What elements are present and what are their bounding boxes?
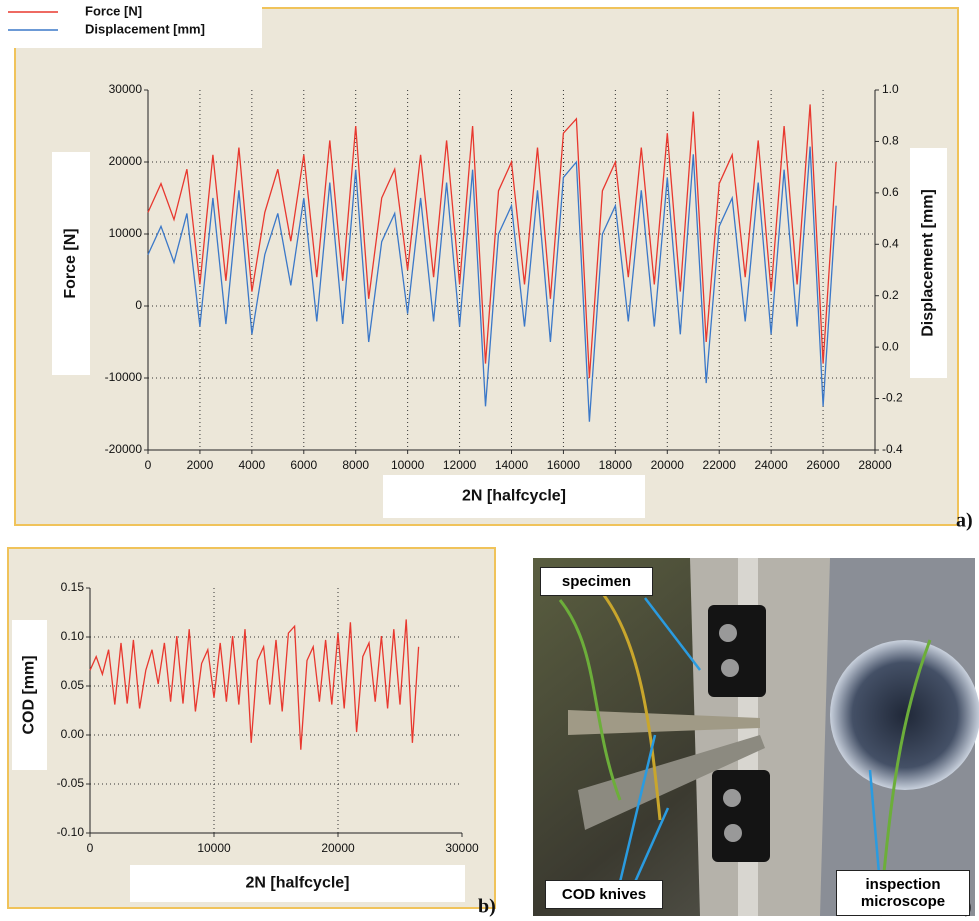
y2-tick-label: 0.4 [882, 236, 899, 250]
wire [558, 599, 622, 801]
y-tick-label: 0.05 [61, 678, 85, 692]
arrow [644, 597, 701, 671]
y-axis-label: Force [N] [62, 228, 79, 298]
x-tick-label: 8000 [342, 458, 369, 472]
y2-tick-label: 0.2 [882, 288, 899, 302]
x-tick-label: 2000 [187, 458, 214, 472]
arrow [618, 734, 657, 883]
y2-tick-label: 0.6 [882, 185, 899, 199]
photo-label: COD knives [545, 880, 663, 909]
data-line [89, 619, 420, 750]
x-tick-label: 20000 [651, 458, 685, 472]
x-tick-label: 0 [145, 458, 152, 472]
y-tick-label: -0.10 [57, 825, 85, 839]
y2-tick-label: 0.0 [882, 339, 899, 353]
y-tick-label: -20000 [105, 442, 143, 456]
y-tick-label: 10000 [109, 226, 143, 240]
panel-label: b) [478, 896, 496, 918]
x-tick-label: 18000 [599, 458, 633, 472]
y-tick-label: 0.10 [61, 629, 85, 643]
knife [578, 735, 765, 830]
bolt [723, 789, 741, 807]
y2-label-box [910, 148, 947, 378]
legend-label: Force [N] [85, 3, 142, 18]
x-axis-label: 2N [halfcycle] [245, 875, 349, 892]
bolt [724, 824, 742, 842]
x-tick-label: 26000 [806, 458, 840, 472]
y-tick-label: -10000 [105, 370, 143, 384]
y2-tick-label: 1.0 [882, 82, 899, 96]
y-tick-label: 20000 [109, 154, 143, 168]
data-line [147, 146, 837, 422]
y-axis-label: COD [mm] [21, 655, 38, 734]
x-tick-label: 12000 [443, 458, 477, 472]
x-tick-label: 10000 [197, 841, 231, 855]
photo-label: inspection microscope [836, 870, 970, 916]
y-tick-label: 30000 [109, 82, 143, 96]
x-tick-label: 14000 [495, 458, 529, 472]
arrow [868, 769, 882, 886]
y-tick-label: 0 [135, 298, 142, 312]
panel-label: a) [956, 510, 973, 532]
y-tick-label: 0.00 [61, 727, 85, 741]
x-tick-label: 22000 [703, 458, 737, 472]
x-tick-label: 24000 [754, 458, 788, 472]
x-tick-label: 28000 [858, 458, 892, 472]
y2-axis-label: Displacement [mm] [920, 189, 937, 337]
photo [533, 558, 979, 917]
x-label-box [130, 865, 465, 902]
legend-box [0, 0, 262, 48]
y-label-box [12, 620, 47, 770]
wire [598, 589, 662, 821]
data-line [147, 104, 837, 379]
x-label-box [383, 475, 645, 518]
photo-label: specimen [540, 567, 653, 596]
x-tick-label: 10000 [391, 458, 425, 472]
clamp [712, 770, 770, 862]
bolt [719, 624, 737, 642]
y-tick-label: -0.05 [57, 776, 85, 790]
microscope [830, 640, 979, 790]
x-axis-label: 2N [halfcycle] [462, 488, 566, 505]
x-tick-label: 6000 [290, 458, 317, 472]
legend-label: Displacement [mm] [85, 21, 205, 36]
x-tick-label: 30000 [445, 841, 479, 855]
knife [568, 710, 760, 735]
x-tick-label: 0 [87, 841, 94, 855]
x-tick-label: 16000 [547, 458, 581, 472]
y2-tick-label: -0.4 [882, 442, 903, 456]
y2-tick-label: -0.2 [882, 391, 903, 405]
arrow [633, 807, 670, 883]
x-tick-label: 20000 [321, 841, 355, 855]
clamp [708, 605, 766, 697]
x-tick-label: 4000 [239, 458, 266, 472]
y-tick-label: 0.15 [61, 580, 85, 594]
y-label-box [52, 152, 90, 375]
y2-tick-label: 0.8 [882, 134, 899, 148]
bolt [721, 659, 739, 677]
